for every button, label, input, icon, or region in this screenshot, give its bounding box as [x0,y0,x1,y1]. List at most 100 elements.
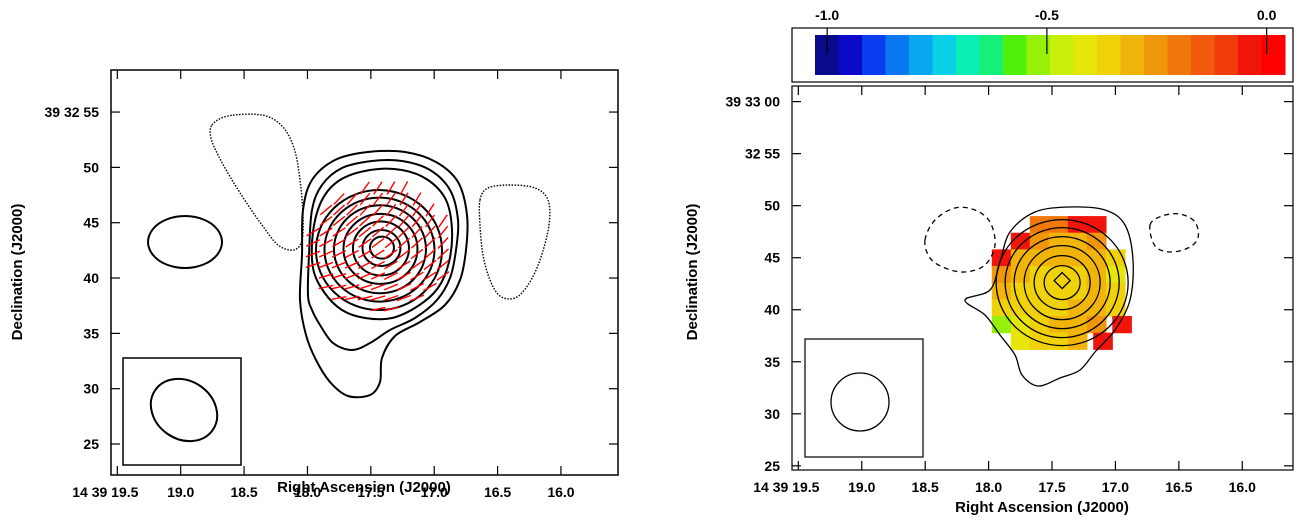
polarization-vector [331,273,347,279]
colorbar-tick-label: -1.0 [815,7,839,23]
polarization-vector [319,216,333,226]
heatmap-pixel [991,282,1012,300]
contour-level-7 [342,212,419,285]
polarization-vector [383,294,399,302]
heatmap-pixel [1010,332,1031,350]
polarization-vector [423,259,437,271]
polarization-vector [318,261,334,269]
polarization-vector [386,192,396,206]
polarization-vector [372,203,384,217]
left-y-tick-label: 50 [83,159,99,175]
contour-ring [1033,254,1091,311]
left-x-tick-label: 19.0 [167,484,194,500]
heatmap-pixel [1029,299,1050,317]
heatmap-pixel [1086,315,1107,334]
contour-ring [1043,264,1081,301]
polarization-vector [384,237,398,249]
polarization-vector [372,215,384,227]
colorbar-swatch [932,35,957,75]
left-y-tick-label: 35 [83,325,99,341]
polarization-vector [385,226,397,238]
contour-ring [995,218,1129,347]
heatmap-pixel [1086,249,1107,267]
polarization-vector [398,226,410,238]
polarization-vector [383,306,399,312]
polarization-vector [423,282,437,292]
polarization-vector [358,226,372,238]
beam-ellipse [149,377,219,443]
left-x-tick-label: 18.0 [294,484,321,500]
polarization-vector [358,215,372,227]
polarization-vector [371,249,385,259]
polarization-vector [396,294,412,302]
polarization-vector [332,215,346,227]
polarization-vector [333,193,345,205]
left-panel: 14 39 19.5 19.0 18.5 18.0 17.5 17.0 16.5 16.0 39… [9,69,619,500]
polarization-vector [358,249,372,259]
polarization-vector [358,238,372,248]
colorbar-swatch [979,35,1004,75]
heatmap-pixel [1067,249,1088,267]
negative-contour [924,206,996,273]
polarization-vector [398,203,410,217]
polarization-vector [424,225,436,239]
polarization-vector [398,214,410,228]
contour-outer [964,206,1134,387]
polarization-vector [357,283,373,291]
polarization-vector [410,260,424,270]
polarization-vector [344,295,360,301]
heatmap-pixel [1086,232,1107,250]
right-x-axis-label: Right Ascension (J2000) [955,499,1129,516]
right-x-tick-label: 17.0 [1102,479,1129,495]
polarization-vector [409,283,425,291]
polarization-vector [436,271,450,281]
negative-contour [1149,212,1200,253]
colorbar-swatch [1261,35,1286,75]
polarization-vector [396,283,412,291]
polarization-vector [411,237,423,249]
polarization-vector [357,272,373,280]
polarization-vector [412,192,422,206]
polarization-vector [423,248,437,260]
heatmap-pixel [1010,249,1031,267]
polarization-vector [345,226,359,238]
left-x-tick-label: 14 39 19.5 [72,484,138,500]
heatmap-pixel [1067,315,1088,334]
polarization-vector [346,192,358,206]
colorbar-swatch [1073,35,1098,75]
right-x-tick-label: 16.5 [1165,479,1192,495]
right-y-tick-label: 32 55 [745,146,780,162]
polarization-vector [383,272,399,280]
heatmap-pixel [1010,232,1031,250]
polarization-vector [397,271,411,281]
polarization-vector [305,250,321,258]
contour-level-9 [361,229,402,268]
heatmap-pixel [1086,299,1107,317]
polarization-vector [410,271,424,281]
heatmap-pixel [1086,266,1107,284]
left-x-tick-label: 16.0 [547,484,574,500]
colorbar-swatch [1214,35,1239,75]
polarization-vector [370,283,386,291]
polarization-vector [332,238,346,248]
colorbar-swatch [1167,35,1192,75]
polarization-vector [399,192,409,206]
left-x-tick-label: 17.5 [357,484,384,500]
contour-level-8 [351,220,410,277]
right-x-tick-label: 17.5 [1038,479,1065,495]
contour-ring [1023,244,1101,321]
colorbar-tick-label: 0.0 [1257,7,1277,23]
contour-level-3 [310,167,454,321]
polarization-vector [331,250,347,258]
polarization-vectors [305,181,450,312]
polarization-vector [437,248,449,260]
left-y-tick-label: 25 [83,436,99,452]
polarization-vector [384,260,398,270]
polarization-vector [371,226,385,238]
heatmap-pixel [1048,266,1069,284]
colorbar-swatch [1191,35,1215,75]
polarization-vector [344,284,360,290]
right-plot-frame [791,85,1294,471]
polarization-vector [385,203,397,217]
